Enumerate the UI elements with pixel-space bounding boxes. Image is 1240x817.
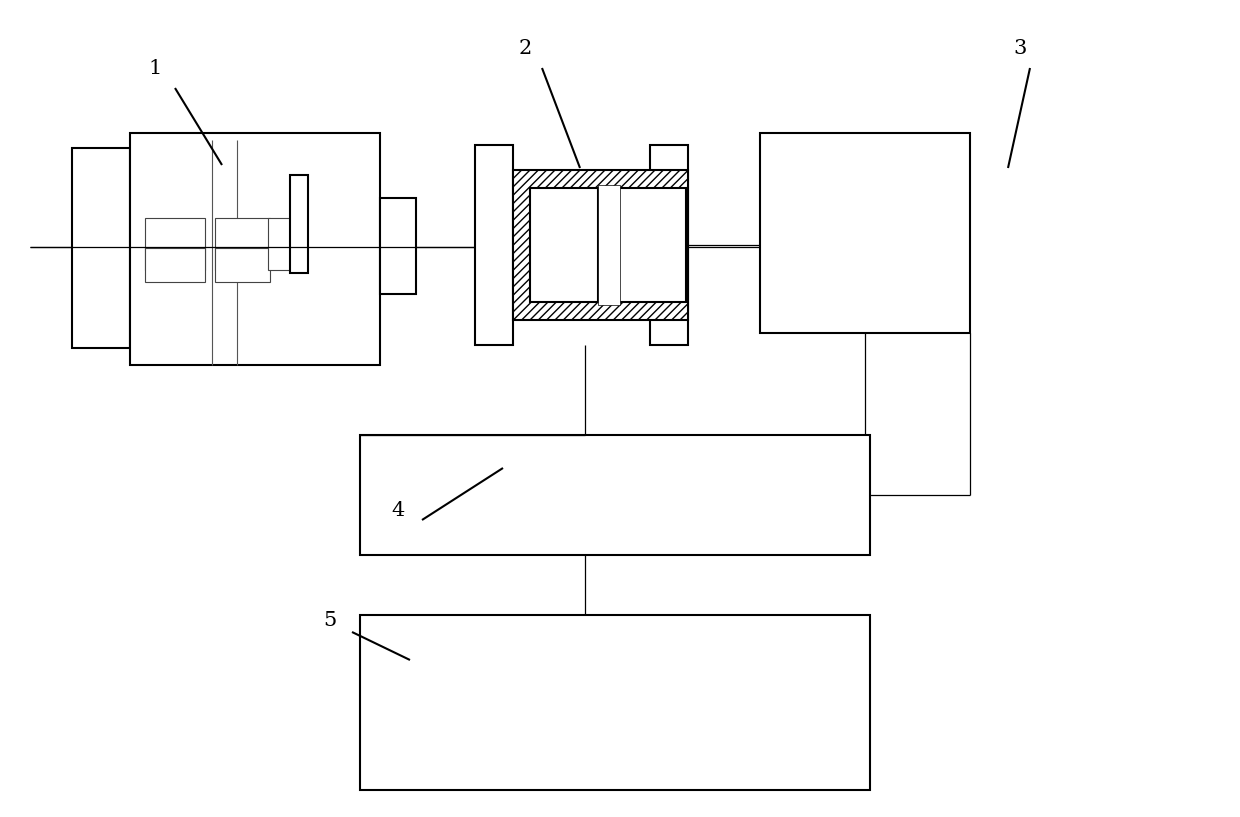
Bar	[529, 188, 598, 302]
Text: 2: 2	[518, 38, 532, 57]
Bar	[268, 218, 300, 270]
Bar	[618, 188, 686, 302]
Bar	[215, 218, 270, 270]
Bar	[475, 145, 513, 345]
Bar	[130, 133, 379, 365]
Bar	[598, 185, 620, 305]
Text: 3: 3	[1013, 38, 1027, 57]
Bar	[290, 175, 308, 273]
Bar	[760, 133, 970, 333]
Bar	[360, 435, 870, 555]
Bar	[145, 218, 205, 270]
Bar	[513, 170, 688, 320]
Bar	[215, 248, 270, 282]
Bar	[379, 198, 415, 294]
Text: 1: 1	[149, 59, 161, 78]
Bar	[72, 148, 130, 348]
Bar	[145, 248, 205, 282]
Text: 5: 5	[324, 610, 336, 630]
Text: 4: 4	[392, 501, 404, 520]
Bar	[650, 145, 688, 345]
Bar	[360, 615, 870, 790]
